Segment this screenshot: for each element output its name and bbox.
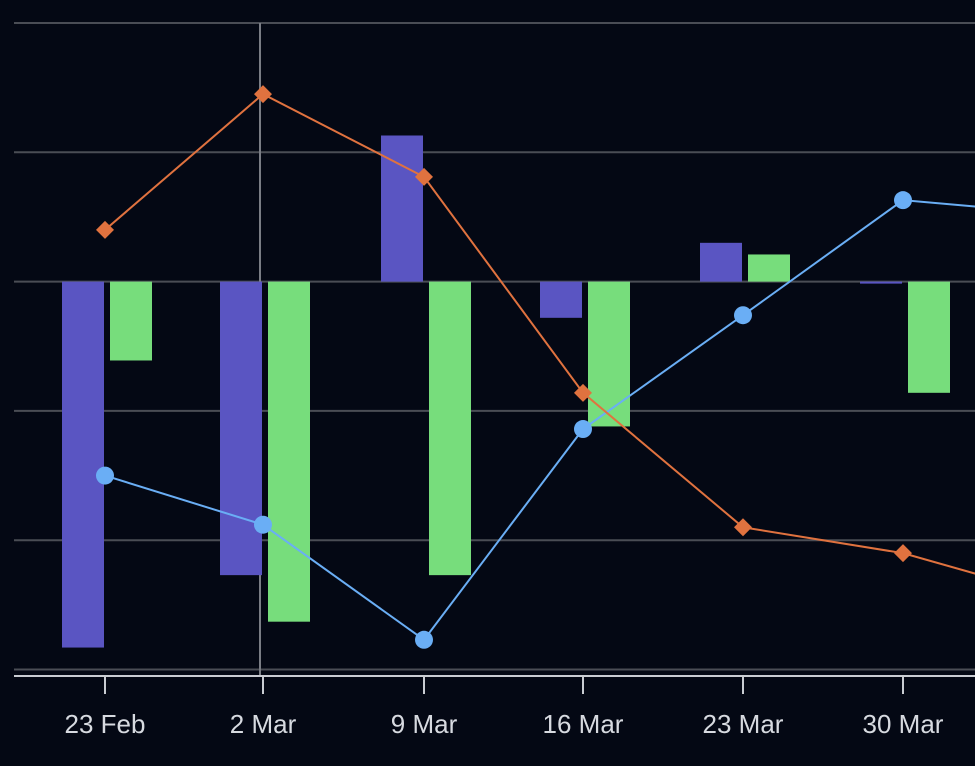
line-series-1-point: [734, 306, 752, 325]
x-tick-label: 23 Mar: [703, 709, 784, 739]
gridlines: [14, 22, 975, 671]
bar-series-2-bar: [908, 281, 950, 393]
bar-series-2-bar: [110, 281, 152, 361]
line-series-group: [96, 85, 975, 649]
line-series-2-point: [96, 220, 114, 239]
bar-series-2-bar: [588, 281, 630, 427]
line-series-2-point: [254, 85, 272, 104]
line-series-1-point: [415, 630, 433, 649]
line-series-2-point: [734, 518, 752, 537]
bar-series-1-bar: [860, 281, 902, 284]
line-series-2-point: [415, 167, 433, 186]
line-series-1-point: [96, 466, 114, 485]
x-axis: 23 Feb 2 Mar 9 Mar 16 Mar 23 Mar 30 Mar: [14, 675, 975, 739]
x-tick-label: 23 Feb: [65, 709, 146, 739]
line-series-1-point: [894, 191, 912, 210]
bar-series-1-bar: [381, 135, 423, 282]
bar-series-1-bar: [220, 281, 262, 576]
x-tick-label: 9 Mar: [391, 709, 458, 739]
bar-series-group: [62, 135, 950, 648]
bar-series-1-bar: [700, 242, 742, 282]
line-series-2-point: [894, 544, 912, 563]
x-tick-label: 2 Mar: [230, 709, 297, 739]
line-series-1-point: [254, 515, 272, 534]
line-series-1-point: [574, 420, 592, 439]
bar-series-2-bar: [748, 254, 790, 282]
x-tick-label: 16 Mar: [543, 709, 624, 739]
bar-series-1-bar: [540, 281, 582, 318]
bar-series-1-bar: [62, 281, 104, 648]
bar-series-2-bar: [268, 281, 310, 622]
x-tick-label: 30 Mar: [863, 709, 944, 739]
line-series-2-point: [574, 383, 592, 402]
bar-series-2-bar: [429, 281, 471, 576]
